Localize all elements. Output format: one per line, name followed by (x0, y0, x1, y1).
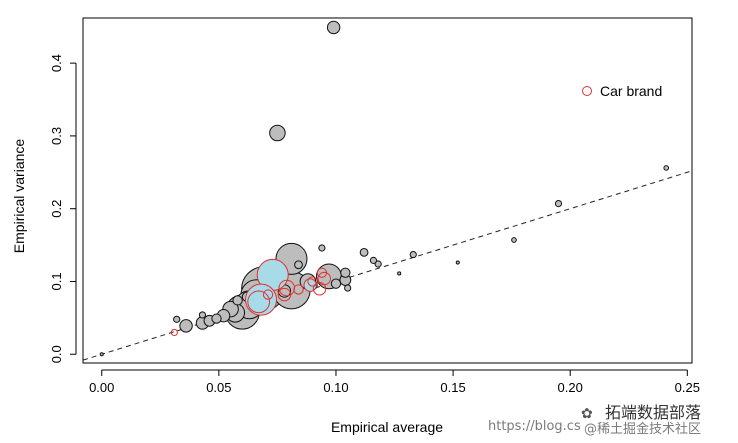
data-point (99, 352, 104, 357)
x-tick-label: 0.25 (675, 380, 700, 395)
data-point (369, 256, 378, 264)
reference-line-layer (82, 170, 693, 361)
data-point (663, 165, 670, 171)
data-point (198, 311, 207, 319)
y-axis-title: Empirical variance (11, 139, 27, 254)
car-brand-point (317, 271, 331, 286)
wechat-icon: ✿ (581, 406, 593, 422)
data-point (318, 244, 326, 252)
data-point (359, 247, 369, 257)
data-point (554, 200, 563, 208)
car-brand-point (245, 283, 278, 316)
y-tick-label: 0.1 (49, 272, 64, 290)
watermark: https://blog.cs ✿ 拓端数据部落 @稀土掘金技术社区 (488, 403, 701, 437)
data-point (232, 295, 243, 306)
y-axis: 0.0 0.1 0.2 0.3 0.4 (49, 54, 77, 363)
x-tick-label: 0.00 (89, 380, 114, 395)
data-point (179, 319, 193, 333)
x-axis: 0.00 0.05 0.10 0.15 0.20 0.25 (89, 369, 700, 395)
data-point (340, 267, 351, 278)
data-point (344, 284, 352, 292)
car-brand-point (307, 276, 318, 287)
car-brand-point (170, 328, 178, 337)
x-tick-label: 0.05 (206, 380, 231, 395)
watermark-sub: @稀土掘金技术社区 (584, 421, 701, 437)
legend: Car brand (582, 83, 662, 99)
y-tick-label: 0.2 (49, 200, 64, 218)
x-tick-label: 0.20 (558, 380, 583, 395)
data-point (409, 250, 417, 259)
car-brand-point (247, 290, 271, 314)
reference-line (82, 170, 693, 361)
points-layer (99, 20, 670, 357)
data-point (211, 313, 222, 324)
y-tick-label: 0.0 (49, 345, 64, 363)
x-axis-title: Empirical average (331, 419, 443, 435)
car-brand-point (316, 267, 328, 278)
y-tick-label: 0.3 (49, 127, 64, 145)
legend-marker (582, 86, 592, 96)
data-point (330, 278, 342, 289)
data-point (173, 315, 181, 323)
legend-label: Car brand (600, 83, 662, 99)
car-brand-point (277, 287, 292, 302)
watermark-url: https://blog.cs (488, 419, 581, 434)
data-point (294, 260, 303, 270)
x-tick-label: 0.10 (323, 380, 348, 395)
y-tick-label: 0.4 (49, 54, 64, 72)
x-tick-label: 0.15 (440, 380, 465, 395)
data-point (455, 260, 460, 265)
car-brand-point (262, 289, 274, 300)
data-point (374, 260, 382, 268)
data-point (269, 124, 286, 142)
plot-frame (82, 17, 693, 364)
data-point (511, 237, 517, 243)
data-point (326, 20, 341, 35)
data-point (397, 271, 402, 276)
watermark-brand: 拓端数据部落 (605, 403, 701, 422)
car-brand-point (293, 284, 304, 295)
